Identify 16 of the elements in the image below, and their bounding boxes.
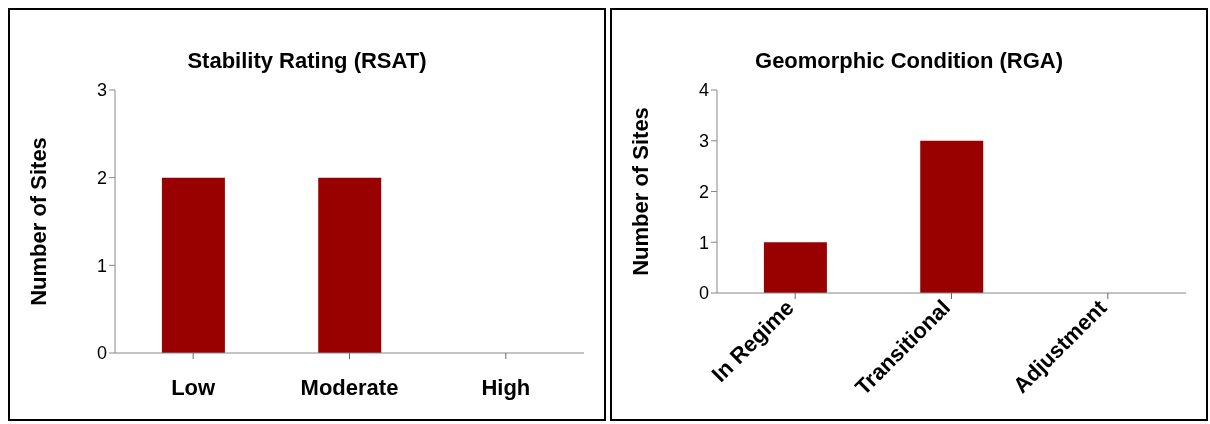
y-tick-label: 3 xyxy=(96,80,107,101)
y-tick-label: 1 xyxy=(96,255,107,276)
y-tick-label: 3 xyxy=(698,131,709,152)
chart-title: Stability Rating (RSAT) xyxy=(186,48,428,75)
x-tick-label: Low xyxy=(171,375,217,400)
y-tick-label: 4 xyxy=(698,80,709,101)
y-tick-label: 0 xyxy=(698,283,709,304)
x-tick-label: High xyxy=(481,375,531,400)
y-axis-title: Number of Sites xyxy=(25,137,51,306)
y-tick-label: 0 xyxy=(96,343,107,364)
y-tick-label: 2 xyxy=(698,181,709,202)
y-axis-title: Number of Sites xyxy=(627,107,653,276)
x-tick-label: Moderate xyxy=(300,375,399,400)
y-tick-label: 1 xyxy=(698,232,709,253)
y-tick-label: 2 xyxy=(96,168,107,189)
chart-title: Geomorphic Condition (RGA) xyxy=(754,48,1064,75)
